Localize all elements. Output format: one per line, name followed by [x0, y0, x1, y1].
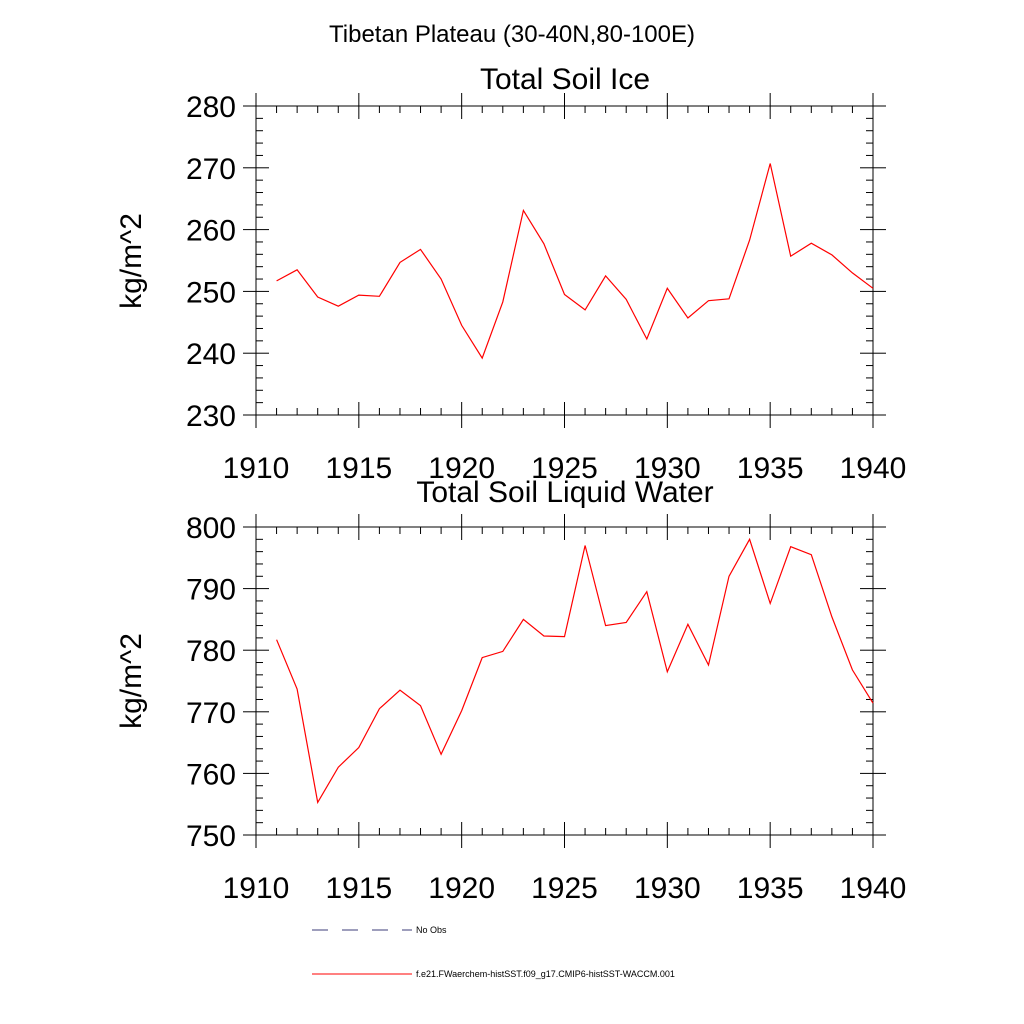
y-tick-label: 790 [186, 574, 236, 607]
x-tick-label: 1940 [840, 872, 907, 905]
y-tick-label: 250 [186, 276, 236, 309]
x-tick-label: 1920 [428, 872, 495, 905]
x-tick-label: 1925 [531, 872, 598, 905]
panel-total-soil-ice: Total Soil Ice kg/m^2 1910 1915 1920 1925 19… [115, 63, 906, 485]
y-axis-label: kg/m^2 [115, 633, 148, 729]
y-tick-label: 240 [186, 338, 236, 371]
x-tick-label: 1915 [325, 452, 392, 485]
x-tick-label: 1930 [634, 452, 701, 485]
y-tick-label: 280 [186, 91, 236, 124]
legend-entry-no-obs: No Obs [312, 925, 447, 935]
figure-title: Tibetan Plateau (30-40N,80-100E) [329, 21, 695, 48]
legend: No Obs f.e21.FWaerchem-histSST.f09_g17.C… [312, 925, 675, 979]
series-line [276, 163, 874, 360]
x-tick-label: 1935 [737, 872, 804, 905]
x-tick-label: 1925 [531, 452, 598, 485]
x-tick-label: 1940 [840, 452, 907, 485]
legend-label: f.e21.FWaerchem-histSST.f09_g17.CMIP6-hi… [416, 969, 675, 979]
x-tick-label: 1915 [325, 872, 392, 905]
legend-label: No Obs [416, 925, 447, 935]
y-tick-label: 230 [186, 400, 236, 433]
axis-tick-labels: 1910 1915 1920 1925 1930 1935 1940 230 240 250 260… [186, 91, 906, 485]
series-group [276, 163, 874, 360]
y-tick-label: 270 [186, 153, 236, 186]
x-tick-label: 1920 [428, 452, 495, 485]
legend-entry-model-run: f.e21.FWaerchem-histSST.f09_g17.CMIP6-hi… [312, 969, 675, 979]
y-axis-label: kg/m^2 [115, 213, 148, 309]
x-tick-label: 1910 [223, 452, 290, 485]
y-tick-label: 770 [186, 697, 236, 730]
x-tick-label: 1930 [634, 872, 701, 905]
axis-ticks [243, 93, 886, 428]
series-line [276, 537, 874, 805]
series-group [276, 537, 874, 805]
y-tick-label: 780 [186, 635, 236, 668]
x-tick-label: 1935 [737, 452, 804, 485]
axis-ticks [243, 514, 886, 848]
axis-tick-labels: 1910 1915 1920 1925 1930 1935 1940 750 760 770 780… [186, 512, 906, 905]
y-tick-label: 800 [186, 512, 236, 545]
panel-total-soil-liquid-water: Total Soil Liquid Water kg/m^2 1910 1915 1… [115, 476, 906, 905]
panel-title: Total Soil Liquid Water [416, 476, 713, 509]
x-tick-label: 1910 [223, 872, 290, 905]
y-tick-label: 260 [186, 215, 236, 248]
y-tick-label: 750 [186, 820, 236, 853]
panel-title: Total Soil Ice [480, 63, 650, 96]
y-tick-label: 760 [186, 758, 236, 791]
